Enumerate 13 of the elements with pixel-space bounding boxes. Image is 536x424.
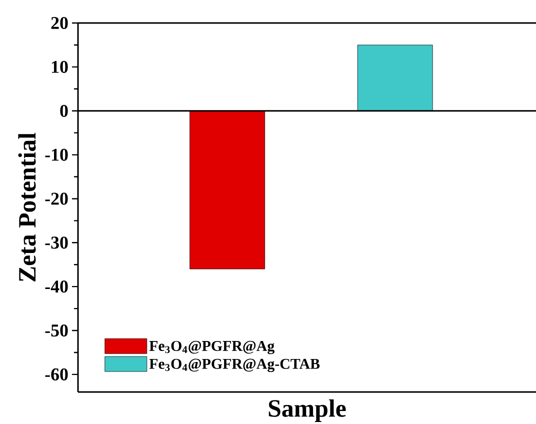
y-tick-label: -10 <box>45 148 68 161</box>
legend-label: Fe$_{3}$O$_{4}$@PGFR@Ag-CTAB <box>149 358 320 372</box>
y-tick-label: -20 <box>45 192 68 205</box>
x-axis-title: Sample <box>268 399 346 422</box>
y-tick-label: -30 <box>45 236 68 249</box>
y-tick-label: -60 <box>45 368 68 380</box>
legend-label: Fe$_{3}$O$_{4}$@PGFR@Ag <box>149 340 274 354</box>
y-tick-label: 0 <box>60 104 68 117</box>
y-tick-label: -50 <box>45 324 68 337</box>
y-tick-label: 10 <box>52 60 68 73</box>
y-tick-label: -40 <box>45 280 68 293</box>
y-tick-label: 20 <box>51 16 68 30</box>
y-axis-title: Zeta Potential <box>18 132 36 282</box>
